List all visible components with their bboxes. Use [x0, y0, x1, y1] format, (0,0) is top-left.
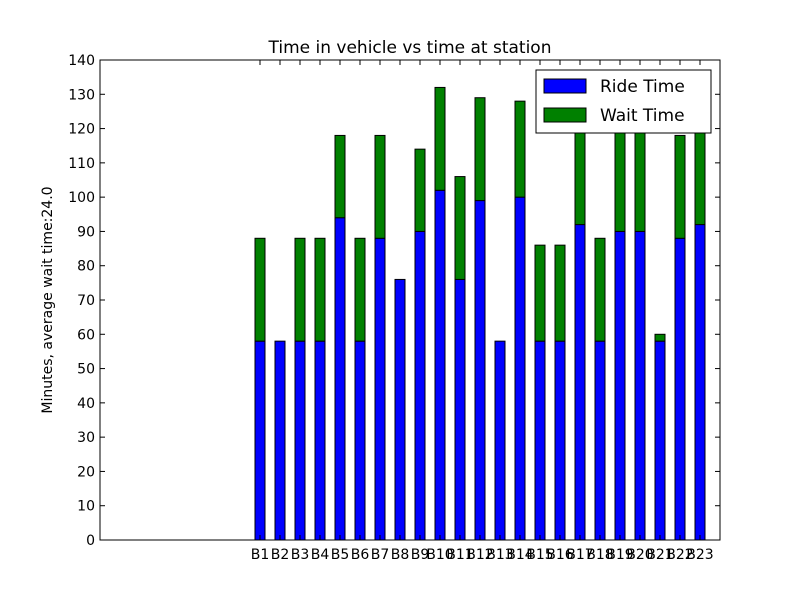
legend: Ride Time Wait Time [535, 69, 712, 134]
x-tick-label-b20: B20 [626, 547, 653, 563]
x-tick-label-b6: B6 [351, 547, 370, 563]
legend-swatch-ride-time [543, 78, 587, 94]
bar-wait-b17 [574, 121, 586, 226]
bar-wait-b23 [694, 121, 706, 226]
x-tick-label-b11: B11 [446, 547, 473, 563]
bar-wait-b14 [514, 100, 526, 198]
bar-ride-b4 [314, 340, 326, 541]
bar-ride-b23 [694, 224, 706, 541]
bar-ride-b19 [614, 230, 626, 541]
bar-ride-b17 [574, 224, 586, 541]
x-tick-label-b9: B9 [411, 547, 430, 563]
y-tick-label: 10 [77, 499, 95, 515]
bar-ride-b2 [274, 340, 286, 541]
y-ticks: 0 10 20 30 40 50 60 70 80 90 100 110 120 130 140 [68, 53, 720, 549]
y-tick-label: 100 [68, 190, 95, 206]
bar-wait-b15 [534, 244, 546, 342]
bar-ride-b9 [414, 230, 426, 541]
bar-ride-b3 [294, 340, 306, 541]
bar-wait-b19 [614, 128, 626, 232]
bar-wait-b1 [254, 237, 266, 342]
x-ticks: B1 B2 B3 B4 B5 B6 B7 B8 B9B10B11B12B13B14B15B16B… [251, 60, 714, 563]
legend-swatch-wait-time [543, 107, 587, 123]
x-tick-label-b1: B1 [251, 547, 270, 563]
x-tick-label-b8: B8 [391, 547, 410, 563]
bar-wait-b7 [374, 134, 386, 239]
x-tick-label-b2: B2 [271, 547, 290, 563]
bar-wait-b6 [354, 237, 366, 342]
y-tick-label: 80 [77, 259, 95, 275]
y-tick-label: 130 [68, 87, 95, 103]
bar-ride-b12 [474, 200, 486, 541]
bar-ride-b18 [594, 340, 606, 541]
x-tick-label-b21: B21 [646, 547, 673, 563]
x-tick-label-b14: B14 [506, 547, 534, 563]
chart-title: Time in vehicle vs time at station [268, 38, 552, 58]
y-tick-label: 0 [86, 533, 95, 549]
x-tick-label-b23: B23 [686, 547, 713, 563]
x-tick-label-b12: B12 [466, 547, 493, 563]
y-tick-label: 50 [77, 362, 95, 378]
bar-wait-b16 [554, 244, 566, 342]
bar-ride-b10 [434, 189, 446, 541]
bars-group [254, 86, 706, 541]
x-tick-label-b10: B10 [426, 547, 453, 563]
x-tick-label-b5: B5 [331, 547, 350, 563]
bar-ride-b22 [674, 237, 686, 541]
bar-ride-b21 [654, 340, 666, 541]
x-tick-label-b16: B16 [546, 547, 574, 563]
legend-label-ride-time: Ride Time [600, 77, 685, 97]
x-tick-label-b15: B15 [526, 547, 553, 563]
bar-wait-b21 [654, 333, 666, 342]
bar-ride-b15 [534, 340, 546, 541]
bar-ride-b20 [634, 230, 646, 541]
x-tick-label-b18: B18 [586, 547, 613, 563]
x-tick-label-b19: B19 [606, 547, 633, 563]
bar-ride-b7 [374, 237, 386, 541]
y-tick-label: 60 [77, 327, 95, 343]
bar-ride-b8 [394, 278, 406, 541]
bar-ride-b1 [254, 340, 266, 541]
bar-wait-b9 [414, 148, 426, 232]
x-tick-label-b17: B17 [566, 547, 593, 563]
bar-wait-b22 [674, 134, 686, 239]
bar-wait-b18 [594, 237, 606, 342]
y-axis-label: Minutes, average wait time:24.0 [40, 186, 56, 413]
bar-ride-b14 [514, 196, 526, 541]
bar-ride-b11 [454, 278, 466, 541]
bar-ride-b6 [354, 340, 366, 541]
bar-ride-b13 [494, 340, 506, 541]
x-tick-label-b3: B3 [291, 547, 310, 563]
bar-wait-b10 [434, 86, 446, 191]
legend-label-wait-time: Wait Time [600, 106, 685, 126]
y-tick-label: 20 [77, 464, 95, 480]
bar-wait-b3 [294, 237, 306, 342]
y-tick-label: 140 [68, 53, 95, 69]
x-tick-label-b22: B22 [666, 547, 693, 563]
x-tick-label-b13: B13 [486, 547, 513, 563]
y-tick-label: 40 [77, 396, 95, 412]
y-tick-label: 110 [68, 156, 95, 172]
y-tick-label: 90 [77, 224, 95, 240]
y-tick-label: 70 [77, 293, 95, 309]
bar-ride-b5 [334, 217, 346, 541]
x-tick-label-b4: B4 [311, 547, 330, 563]
bar-wait-b11 [454, 176, 466, 280]
bar-ride-b16 [554, 340, 566, 541]
bar-wait-b5 [334, 134, 346, 219]
bar-wait-b12 [474, 97, 486, 202]
bar-wait-b20 [634, 128, 646, 232]
y-tick-label: 120 [68, 122, 95, 138]
y-tick-label: 30 [77, 430, 95, 446]
x-tick-label-b7: B7 [371, 547, 390, 563]
bar-wait-b4 [314, 237, 326, 342]
